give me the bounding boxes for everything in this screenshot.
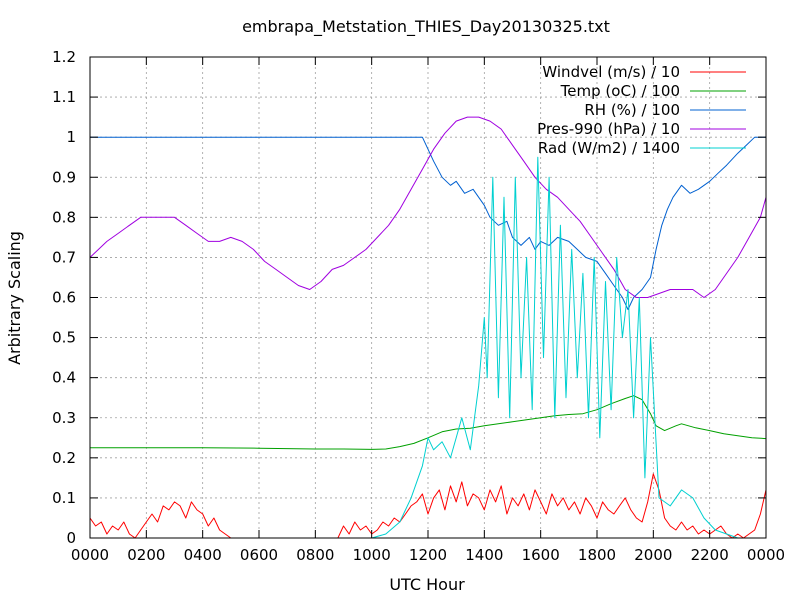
x-tick-label: 0400 [184,546,222,564]
series-line-rad-w-m2-1400 [90,156,766,539]
series-line-temp-oc-100 [90,395,767,450]
y-tick-label: 0.3 [52,409,76,427]
y-tick-label: 0.9 [52,168,76,186]
x-tick-label: 0600 [240,546,278,564]
x-tick-label: 1400 [465,546,503,564]
series-line-windvel-m-s-10 [89,473,767,539]
series-line-rh-100 [90,136,766,310]
series-lines [89,116,767,539]
x-tick-label: 2200 [691,546,729,564]
y-tick-label: 0.4 [52,369,76,387]
y-tick-label: 0.7 [52,248,76,266]
y-tick-label: 0.1 [52,489,76,507]
x-tick-label: 0800 [296,546,334,564]
x-tick-label: 0000 [71,546,109,564]
y-tick-label: 0.5 [52,329,76,347]
x-tick-label: 1000 [353,546,391,564]
legend-label: Rad (W/m2) / 1400 [538,139,680,157]
x-tick-label: 2000 [634,546,672,564]
y-tick-label: 0 [66,529,76,547]
x-tick-label: 1800 [578,546,616,564]
legend-label: Temp (oC) / 100 [560,82,680,100]
legend-label: RH (%) / 100 [584,101,680,119]
legend-label: Windvel (m/s) / 10 [542,63,680,81]
series-line-pres-990-hpa-10 [89,116,767,298]
y-tick-label: 0.8 [52,208,76,226]
y-axis-label: Arbitrary Scaling [5,231,24,365]
y-tick-label: 1.2 [52,48,76,66]
x-tick-label: 0200 [127,546,165,564]
x-tick-label: 1600 [522,546,560,564]
x-tick-label: 1200 [409,546,447,564]
x-tick-label: 0000 [747,546,785,564]
legend-label: Pres-990 (hPa) / 10 [537,120,680,138]
y-tick-label: 1 [66,128,76,146]
axis-ticks: 0 0.1 0.2 0.3 0.4 0.5 0.6 0.7 0.8 0.9 1 1.1 1.2 0000 0… [52,48,785,564]
y-tick-label: 0.2 [52,449,76,467]
y-tick-label: 1.1 [52,88,76,106]
y-tick-label: 0.6 [52,289,76,307]
chart-title: embrapa_Metstation_THIES_Day20130325.txt [242,17,610,37]
x-axis-label: UTC Hour [389,575,465,594]
